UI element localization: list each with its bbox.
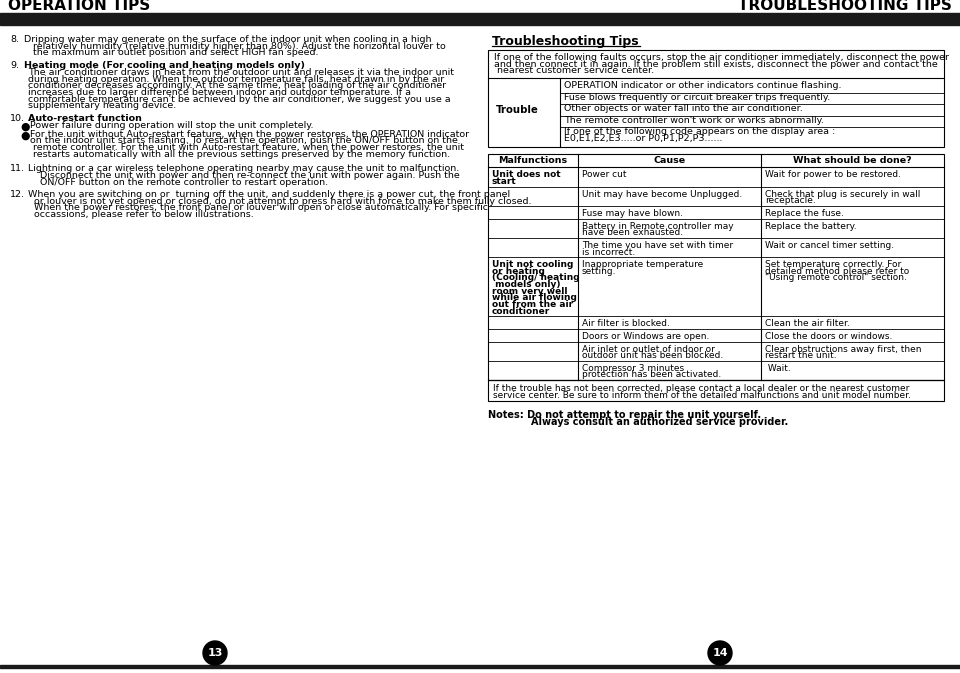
Text: Check that plug is securely in wall: Check that plug is securely in wall	[765, 190, 921, 199]
Text: "Using remote control" section.: "Using remote control" section.	[765, 273, 907, 283]
Text: If one of the following code appears on the display area :: If one of the following code appears on …	[564, 127, 835, 137]
Text: Air inlet or outlet of indoor or: Air inlet or outlet of indoor or	[582, 345, 715, 353]
Text: What should be done?: What should be done?	[793, 156, 912, 165]
Text: Notes: Do not attempt to repair the unit yourself.: Notes: Do not attempt to repair the unit…	[488, 411, 761, 421]
Text: Inappropriate temperature: Inappropriate temperature	[582, 260, 704, 269]
Text: conditioner decreases accordingly. At the same time, heat loading of the air con: conditioner decreases accordingly. At th…	[28, 81, 446, 90]
Text: Troubleshooting Tips: Troubleshooting Tips	[492, 35, 638, 48]
Text: service center. Be sure to inform them of the detailed malfunctions and unit mod: service center. Be sure to inform them o…	[493, 391, 911, 400]
Text: 14: 14	[712, 648, 728, 658]
Text: Unit may have become Unplugged.: Unit may have become Unplugged.	[582, 190, 742, 199]
Text: Dripping water may generate on the surface of the indoor unit when cooling in a : Dripping water may generate on the surfa…	[24, 35, 431, 44]
Text: If the trouble has not been corrected, please contact a local dealer or the near: If the trouble has not been corrected, p…	[493, 384, 909, 393]
Text: conditioner: conditioner	[492, 307, 550, 316]
Text: or heating: or heating	[492, 267, 545, 276]
Text: 8.: 8.	[10, 35, 19, 44]
Bar	[488, 50, 944, 147]
Text: relatively humidity (relative humidity higher than 80%). Adjust the horizontal l: relatively humidity (relative humidity h…	[24, 42, 445, 50]
Bar	[488, 380, 944, 401]
Text: detailed method please refer to: detailed method please refer to	[765, 267, 909, 276]
Text: room very well: room very well	[492, 287, 567, 295]
Text: Wait or cancel timer setting.: Wait or cancel timer setting.	[765, 241, 894, 250]
Circle shape	[203, 641, 227, 665]
Text: models only): models only)	[492, 280, 561, 289]
Text: Power cut: Power cut	[582, 170, 627, 180]
Text: out from the air: out from the air	[492, 300, 573, 309]
Text: the maximum air outlet position and select HIGH fan speed.: the maximum air outlet position and sele…	[24, 48, 319, 57]
Text: The air conditioner draws in heat from the outdoor unit and releases it via the : The air conditioner draws in heat from t…	[28, 68, 454, 77]
Text: 12.: 12.	[10, 190, 25, 199]
Text: 9.: 9.	[10, 61, 19, 70]
Text: Battery in Remote controller may: Battery in Remote controller may	[582, 221, 733, 231]
Text: Always consult an authorized service provider.: Always consult an authorized service pro…	[504, 417, 788, 427]
Text: or louver is not yet opened or closed, do not attempt to press hard with force t: or louver is not yet opened or closed, d…	[28, 197, 532, 206]
Text: Replace the battery.: Replace the battery.	[765, 221, 856, 231]
Text: OPERATION indicator or other indicators continue flashing.: OPERATION indicator or other indicators …	[564, 81, 842, 90]
Text: have been exhausted.: have been exhausted.	[582, 228, 684, 238]
Text: E0,E1,E2,E3.....or P0,P1,P2,P3......: E0,E1,E2,E3.....or P0,P1,P2,P3......	[564, 134, 723, 143]
Text: TROUBLESHOOTING TIPS: TROUBLESHOOTING TIPS	[738, 0, 952, 13]
Circle shape	[708, 641, 732, 665]
Text: Other objects or water fall into the air conditioner.: Other objects or water fall into the air…	[564, 104, 803, 113]
Text: For the unit without Auto-restart feature, when the power restores, the OPERATIO: For the unit without Auto-restart featur…	[30, 130, 469, 139]
Text: outdoor unit has been blocked.: outdoor unit has been blocked.	[582, 351, 723, 360]
Text: 10.: 10.	[10, 114, 25, 123]
Text: receptacle.: receptacle.	[765, 197, 816, 205]
Text: Close the doors or windows.: Close the doors or windows.	[765, 332, 893, 341]
Text: When the power restores, the front panel or louver will open or close automatica: When the power restores, the front panel…	[28, 203, 488, 213]
Text: Lightning or a car wireless telephone operating nearby may cause the unit to mal: Lightning or a car wireless telephone op…	[28, 164, 459, 173]
Text: comfortable temperature can't be achieved by the air conditioner, we suggest you: comfortable temperature can't be achieve…	[28, 95, 450, 104]
Text: Fuse may have blown.: Fuse may have blown.	[582, 209, 683, 218]
Text: occassions, please refer to below illustrations.: occassions, please refer to below illust…	[28, 210, 253, 219]
Text: Power failure during operation will stop the unit completely.: Power failure during operation will stop…	[30, 121, 314, 130]
Text: Clean the air filter.: Clean the air filter.	[765, 319, 850, 328]
Text: Unit not cooling: Unit not cooling	[492, 260, 573, 269]
Text: nearest customer service center.: nearest customer service center.	[494, 66, 654, 75]
Text: 11.: 11.	[10, 164, 25, 173]
Text: Compressor 3 minutes: Compressor 3 minutes	[582, 364, 684, 373]
Text: Malfunctions: Malfunctions	[498, 156, 567, 165]
Text: Clear obstructions away first, then: Clear obstructions away first, then	[765, 345, 922, 353]
Bar	[488, 153, 944, 380]
Text: remote controller. For the unit with Auto-restart feature, when the power restor: remote controller. For the unit with Aut…	[30, 143, 464, 152]
Text: Trouble: Trouble	[496, 106, 539, 115]
Text: Heating mode (For cooling and heating models only): Heating mode (For cooling and heating mo…	[24, 61, 305, 70]
Text: supplementary heating device.: supplementary heating device.	[28, 101, 177, 110]
Text: The time you have set with timer: The time you have set with timer	[582, 241, 733, 250]
Text: If one of the following faults occurs, stop the air conditioner immediately, dis: If one of the following faults occurs, s…	[494, 53, 949, 62]
Text: Replace the fuse.: Replace the fuse.	[765, 209, 844, 218]
Text: restart the unit.: restart the unit.	[765, 351, 836, 360]
Text: Wait for power to be restored.: Wait for power to be restored.	[765, 170, 901, 180]
Text: protection has been activated.: protection has been activated.	[582, 370, 721, 380]
Text: start: start	[492, 177, 516, 186]
Text: increases due to larger difference between indoor and outdoor temperature. If a: increases due to larger difference betwe…	[28, 88, 411, 97]
Text: during heating operation. When the outdoor temperature falls, heat drawn in by t: during heating operation. When the outdo…	[28, 75, 444, 83]
Bar	[0, 13, 960, 25]
Text: ●: ●	[20, 122, 30, 132]
Text: while air flowing: while air flowing	[492, 293, 577, 302]
Text: on the indoor unit starts flashing. To restart the operation, push the ON/OFF bu: on the indoor unit starts flashing. To r…	[30, 137, 458, 145]
Text: Set temperature correctly. For: Set temperature correctly. For	[765, 260, 901, 269]
Text: ●: ●	[20, 131, 30, 141]
Text: 13: 13	[207, 648, 223, 658]
Text: Air filter is blocked.: Air filter is blocked.	[582, 319, 670, 328]
Bar	[0, 665, 960, 668]
Text: ON/OFF button on the remote controller to restart operation.: ON/OFF button on the remote controller t…	[28, 178, 328, 186]
Text: Cause: Cause	[654, 156, 685, 165]
Text: is incorrect.: is incorrect.	[582, 248, 636, 256]
Text: The remote controller won't work or works abnormally.: The remote controller won't work or work…	[564, 116, 824, 125]
Text: When you are switching on or  turning off the unit, and suddenly there is a powe: When you are switching on or turning off…	[28, 190, 510, 199]
Text: Disconnect the unit with power and then re-connect the unit with power again. Pu: Disconnect the unit with power and then …	[28, 171, 460, 180]
Text: restarts automatically with all the previous settings preserved by the memory fu: restarts automatically with all the prev…	[30, 149, 450, 159]
Text: and then connect it in again. If the problem still exists, disconnect the power : and then connect it in again. If the pro…	[494, 60, 938, 69]
Text: setting.: setting.	[582, 267, 616, 276]
Text: Wait.: Wait.	[765, 364, 791, 373]
Text: Doors or Windows are open.: Doors or Windows are open.	[582, 332, 709, 341]
Text: Auto-restart function: Auto-restart function	[28, 114, 142, 123]
Text: Fuse blows frequently or circuit breaker trips frequently.: Fuse blows frequently or circuit breaker…	[564, 93, 830, 102]
Text: (Cooling/ heating: (Cooling/ heating	[492, 273, 580, 283]
Text: OPERATION TIPS: OPERATION TIPS	[8, 0, 151, 13]
Text: Unit does not: Unit does not	[492, 170, 561, 180]
